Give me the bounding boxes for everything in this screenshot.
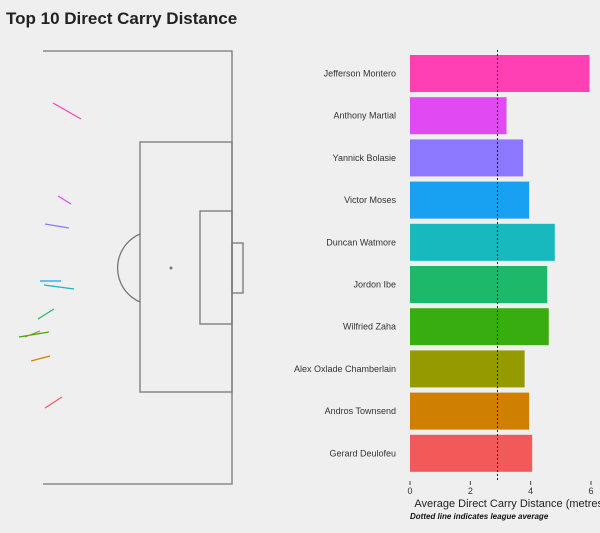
- pitch-outline: [43, 50, 233, 485]
- category-label: Alex Oxlade Chamberlain: [294, 364, 396, 374]
- category-label: Victor Moses: [344, 195, 396, 205]
- x-tick-label: 0: [407, 486, 412, 496]
- carry-segment: [37, 308, 55, 320]
- bar: [410, 350, 525, 388]
- chart-note: Dotted line indicates league average: [410, 512, 549, 521]
- chart-title: Top 10 Direct Carry Distance: [6, 9, 238, 28]
- carry-segment: [44, 223, 70, 229]
- carry-segment: [44, 396, 63, 409]
- bar: [410, 308, 549, 346]
- carry-segment: [18, 331, 50, 338]
- penalty-spot: [169, 266, 173, 270]
- category-label: Yannick Bolasie: [333, 153, 396, 163]
- category-label: Gerard Deulofeu: [329, 448, 396, 458]
- bar: [410, 139, 524, 177]
- x-tick-label: 4: [528, 486, 533, 496]
- six-yard-box: [199, 210, 233, 325]
- bar: [410, 55, 590, 92]
- penalty-area: [139, 141, 233, 393]
- category-label: Jordon Ibe: [353, 280, 396, 290]
- pitch: [43, 50, 244, 485]
- penalty-arc: [116, 233, 141, 303]
- carry-segment: [43, 284, 75, 290]
- bar: [410, 97, 507, 135]
- bar: [410, 434, 533, 472]
- bar: [410, 392, 530, 430]
- carry-segments: [18, 102, 82, 409]
- category-label: Duncan Watmore: [326, 237, 396, 247]
- carry-segment: [52, 102, 82, 120]
- carry-segment: [30, 355, 51, 362]
- x-tick-label: 6: [588, 486, 593, 496]
- goal: [231, 242, 244, 294]
- carry-segment: [24, 330, 41, 338]
- category-label: Jefferson Montero: [324, 69, 396, 79]
- bar: [410, 223, 555, 261]
- x-tick-label: 2: [468, 486, 473, 496]
- carry-segment: [57, 195, 72, 205]
- category-label: Anthony Martial: [333, 111, 396, 121]
- category-label: Andros Townsend: [325, 406, 396, 416]
- bar: [410, 266, 548, 303]
- bar: [410, 181, 530, 219]
- category-label: Wilfried Zaha: [343, 322, 396, 332]
- x-axis-label: Average Direct Carry Distance (metres): [414, 498, 600, 510]
- bar-chart: Jefferson Montero Anthony Martial Yannick …: [294, 50, 600, 521]
